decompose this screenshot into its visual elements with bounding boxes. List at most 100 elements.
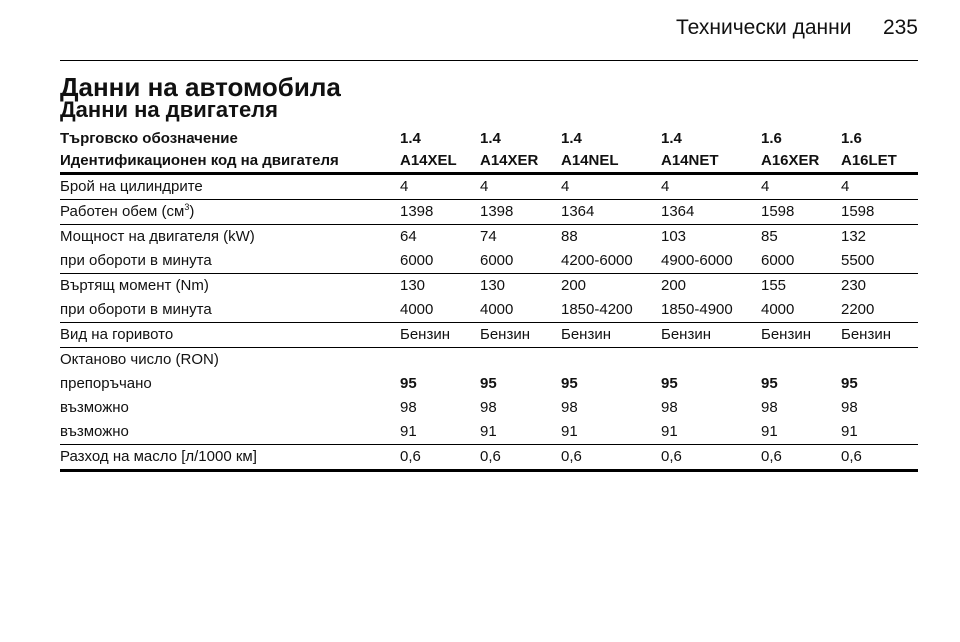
label-text: Работен обем (см bbox=[60, 203, 185, 220]
row-label: препоръчано bbox=[60, 372, 152, 396]
cell-value: Бензин bbox=[480, 326, 531, 343]
cell-value: A16LET bbox=[841, 152, 897, 169]
cell-value: 4 bbox=[400, 178, 409, 195]
table-row: при обороти в минута 4000 4000 1850-4200 185… bbox=[60, 298, 918, 322]
cell-value: 0,6 bbox=[661, 448, 682, 465]
cell-value: 0,6 bbox=[480, 448, 501, 465]
row-group: Работен обем (см3) 1398 1398 1364 1364 1598 15… bbox=[60, 200, 918, 225]
row-label: Мощност на двигателя (kW) bbox=[60, 225, 255, 249]
cell-value: 4 bbox=[561, 178, 570, 195]
table-row: Работен обем (см3) 1398 1398 1364 1364 1598 15… bbox=[60, 200, 918, 224]
cell-value: 1.4 bbox=[480, 130, 501, 147]
label-text: Октаново число (RON) bbox=[60, 351, 219, 368]
cell-value: 130 bbox=[480, 277, 506, 294]
cell-value: 91 bbox=[480, 423, 497, 440]
cell-value: 6000 bbox=[761, 252, 795, 269]
row-label: Разход на масло [л/1000 км] bbox=[60, 445, 257, 469]
cell-value: 95 bbox=[841, 375, 858, 392]
cell-value: 1.4 bbox=[661, 130, 682, 147]
table-row: при обороти в минута 6000 6000 4200-6000 490… bbox=[60, 249, 918, 273]
cell-value: 5500 bbox=[841, 252, 875, 269]
label-text: Брой на цилиндрите bbox=[60, 178, 203, 195]
label-text: Търговско обозначение bbox=[60, 130, 238, 147]
cell-value: 4000 bbox=[480, 301, 514, 318]
header-rule bbox=[60, 60, 918, 61]
cell-value: 1398 bbox=[400, 203, 434, 220]
cell-value: 155 bbox=[761, 277, 787, 294]
label-text: Мощност на двигателя (kW) bbox=[60, 228, 255, 245]
cell-value: 1364 bbox=[561, 203, 595, 220]
cell-value: 98 bbox=[400, 399, 417, 416]
cell-value: A14NEL bbox=[561, 152, 619, 169]
label-text: Идентификационен код на двигателя bbox=[60, 152, 339, 169]
cell-value: 95 bbox=[661, 375, 678, 392]
row-group: Разход на масло [л/1000 км] 0,6 0,6 0,6 0,6 0… bbox=[60, 445, 918, 472]
cell-value: 85 bbox=[761, 228, 778, 245]
cell-value: 74 bbox=[480, 228, 497, 245]
cell-value: 1398 bbox=[480, 203, 514, 220]
cell-value: 0,6 bbox=[761, 448, 782, 465]
cell-value: 98 bbox=[661, 399, 678, 416]
page-number: 235 bbox=[882, 16, 918, 39]
cell-value: 1.6 bbox=[761, 130, 782, 147]
table-row: Търговско обозначение 1.4 1.4 1.4 1.4 1.6 1.6 bbox=[60, 128, 918, 150]
table-row: Брой на цилиндрите 4 4 4 4 4 4 bbox=[60, 175, 918, 199]
cell-value: 88 bbox=[561, 228, 578, 245]
cell-value: 1.4 bbox=[400, 130, 421, 147]
cell-value: Бензин bbox=[761, 326, 812, 343]
label-text: Въртящ момент (Nm) bbox=[60, 277, 209, 294]
label-end: ) bbox=[189, 203, 195, 220]
table-row: Въртящ момент (Nm) 130 130 200 200 155 230 bbox=[60, 274, 918, 298]
cell-value: A16XER bbox=[761, 152, 820, 169]
label-text: Вид на горивото bbox=[60, 326, 174, 343]
cell-value: 98 bbox=[480, 399, 497, 416]
cell-value: 1.4 bbox=[561, 130, 582, 147]
cell-value: 98 bbox=[841, 399, 858, 416]
cell-value: 98 bbox=[561, 399, 578, 416]
cell-value: 95 bbox=[761, 375, 778, 392]
row-label: възможно bbox=[60, 396, 129, 420]
label-text: препоръчано bbox=[60, 375, 152, 392]
cell-value: 91 bbox=[761, 423, 778, 440]
cell-value: 4900-6000 bbox=[661, 252, 733, 269]
cell-value: 130 bbox=[400, 277, 426, 294]
cell-value: 230 bbox=[841, 277, 867, 294]
table-row: възможно 91 91 91 91 91 91 bbox=[60, 420, 918, 444]
subtitle: Данни на двигателя bbox=[60, 97, 278, 122]
label-text: Разход на масло [л/1000 км] bbox=[60, 448, 257, 465]
table-row: Октаново число (RON) bbox=[60, 348, 918, 372]
cell-value: 95 bbox=[561, 375, 578, 392]
cell-value: A14NET bbox=[661, 152, 719, 169]
cell-value: 1.6 bbox=[841, 130, 862, 147]
cell-value: 1598 bbox=[761, 203, 795, 220]
label-text: при обороти в минута bbox=[60, 252, 212, 269]
row-label: Идентификационен код на двигателя bbox=[60, 150, 339, 172]
cell-value: Бензин bbox=[400, 326, 451, 343]
label-text: при обороти в минута bbox=[60, 301, 212, 318]
cell-value: 1850-4900 bbox=[661, 301, 733, 318]
cell-value: A14XEL bbox=[400, 152, 457, 169]
cell-value: 91 bbox=[661, 423, 678, 440]
cell-value: 0,6 bbox=[561, 448, 582, 465]
table-row: Вид на горивото Бензин Бензин Бензин Бензин Б… bbox=[60, 323, 918, 347]
cell-value: 95 bbox=[400, 375, 417, 392]
cell-value: 4 bbox=[841, 178, 850, 195]
cell-value: 4 bbox=[480, 178, 489, 195]
cell-value: 4200-6000 bbox=[561, 252, 633, 269]
row-group: Въртящ момент (Nm) 130 130 200 200 155 230 при … bbox=[60, 274, 918, 323]
cell-value: 1598 bbox=[841, 203, 875, 220]
cell-value: 103 bbox=[661, 228, 687, 245]
row-label: възможно bbox=[60, 420, 129, 444]
table-row: препоръчано 95 95 95 95 95 95 bbox=[60, 372, 918, 396]
table-row: Разход на масло [л/1000 км] 0,6 0,6 0,6 0,6 0… bbox=[60, 445, 918, 469]
cell-value: 91 bbox=[561, 423, 578, 440]
cell-value: 4 bbox=[661, 178, 670, 195]
cell-value: 4000 bbox=[761, 301, 795, 318]
cell-value: 200 bbox=[661, 277, 687, 294]
label-text: възможно bbox=[60, 399, 129, 416]
row-group: Октаново число (RON) препоръчано 95 95 95 95 9… bbox=[60, 348, 918, 445]
cell-value: 1850-4200 bbox=[561, 301, 633, 318]
cell-value: 95 bbox=[480, 375, 497, 392]
table: Търговско обозначение 1.4 1.4 1.4 1.4 1.6 1.6 И… bbox=[60, 128, 918, 472]
cell-value: 0,6 bbox=[400, 448, 421, 465]
